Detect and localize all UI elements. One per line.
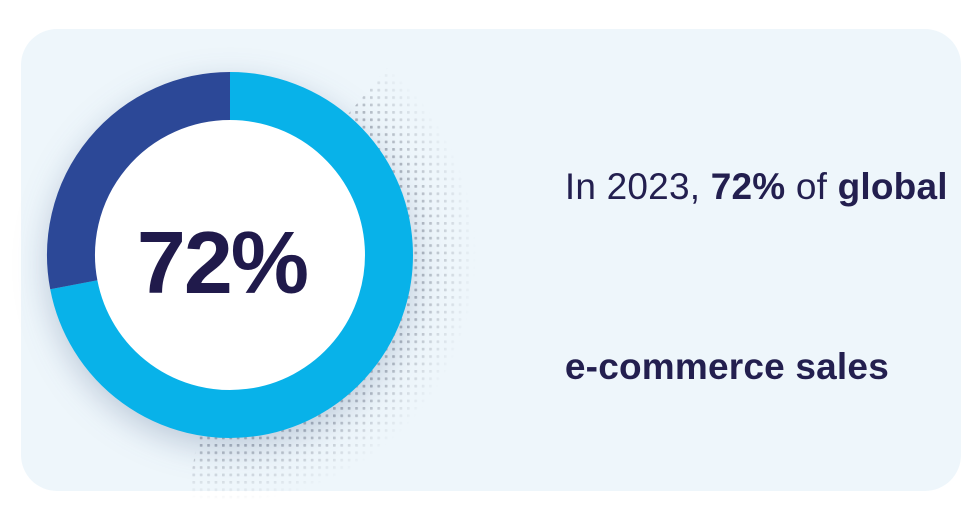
statement-segment-bold: e-commerce sales (564, 346, 889, 387)
statement-text: In 2023, 72% of global e-commerce sales … (502, 97, 948, 521)
statement-line-3: were done on phones, (502, 457, 942, 521)
donut-segment-secondary (46, 72, 231, 290)
statement-segment: of (785, 166, 838, 207)
donut-ring (46, 72, 413, 438)
statement-line-2: e-commerce sales (502, 277, 942, 457)
donut-segment-primary (50, 72, 413, 438)
statement-segment: In 2023, (564, 166, 711, 207)
donut-chart: 72% (0, 9, 476, 501)
statement-segment-bold: global (837, 166, 948, 207)
donut-inner-disk (93, 118, 367, 392)
statement-segment-bold: 72% (710, 166, 786, 207)
statement-line-1: In 2023, 72% of global (502, 97, 948, 277)
donut-center-label: 72% (137, 213, 307, 312)
